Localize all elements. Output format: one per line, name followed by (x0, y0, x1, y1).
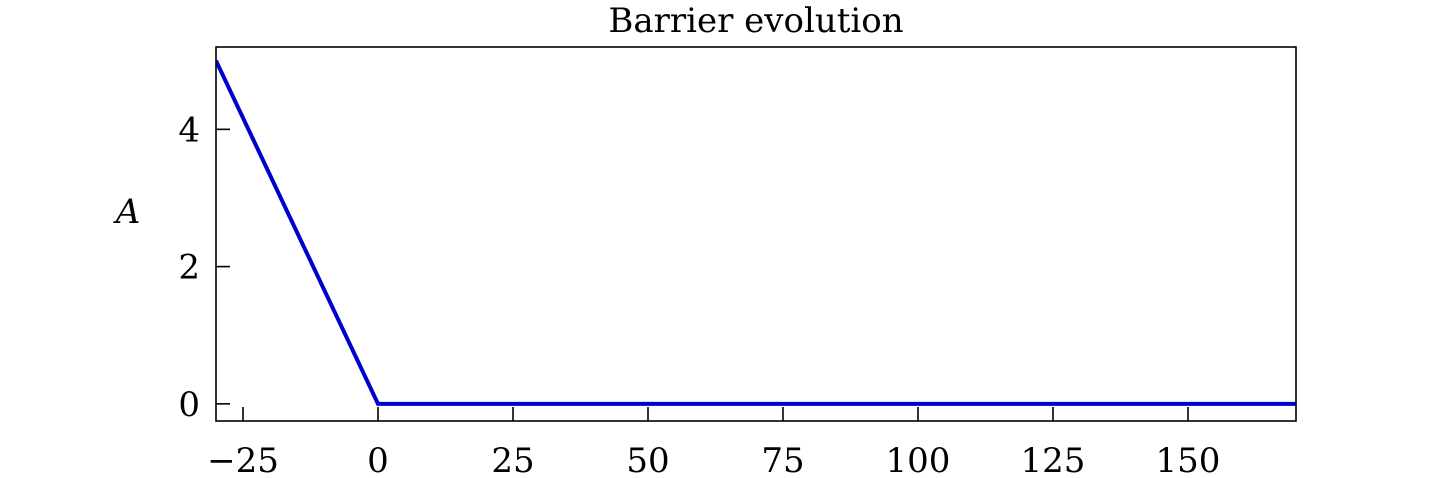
x-tick-label-2: 25 (491, 441, 534, 478)
y-tick-label-2: 4 (178, 110, 200, 150)
x-tick-label-4: 75 (761, 441, 804, 478)
y-tick-label-1: 2 (178, 248, 200, 288)
x-tick-label-1: 0 (367, 441, 389, 478)
x-tick-label-7: 150 (1156, 441, 1221, 478)
chart-title: Barrier evolution (608, 1, 903, 41)
x-tick-label-0: −25 (207, 441, 279, 478)
plot-frame (215, 46, 1297, 422)
x-tick-label-5: 100 (886, 441, 951, 478)
series-line-0 (216, 59, 1296, 406)
x-tick-label-3: 50 (626, 441, 669, 478)
x-tick-label-6: 125 (1021, 441, 1086, 478)
y-tick-label-0: 0 (178, 385, 200, 425)
y-axis-label: A (113, 192, 141, 232)
